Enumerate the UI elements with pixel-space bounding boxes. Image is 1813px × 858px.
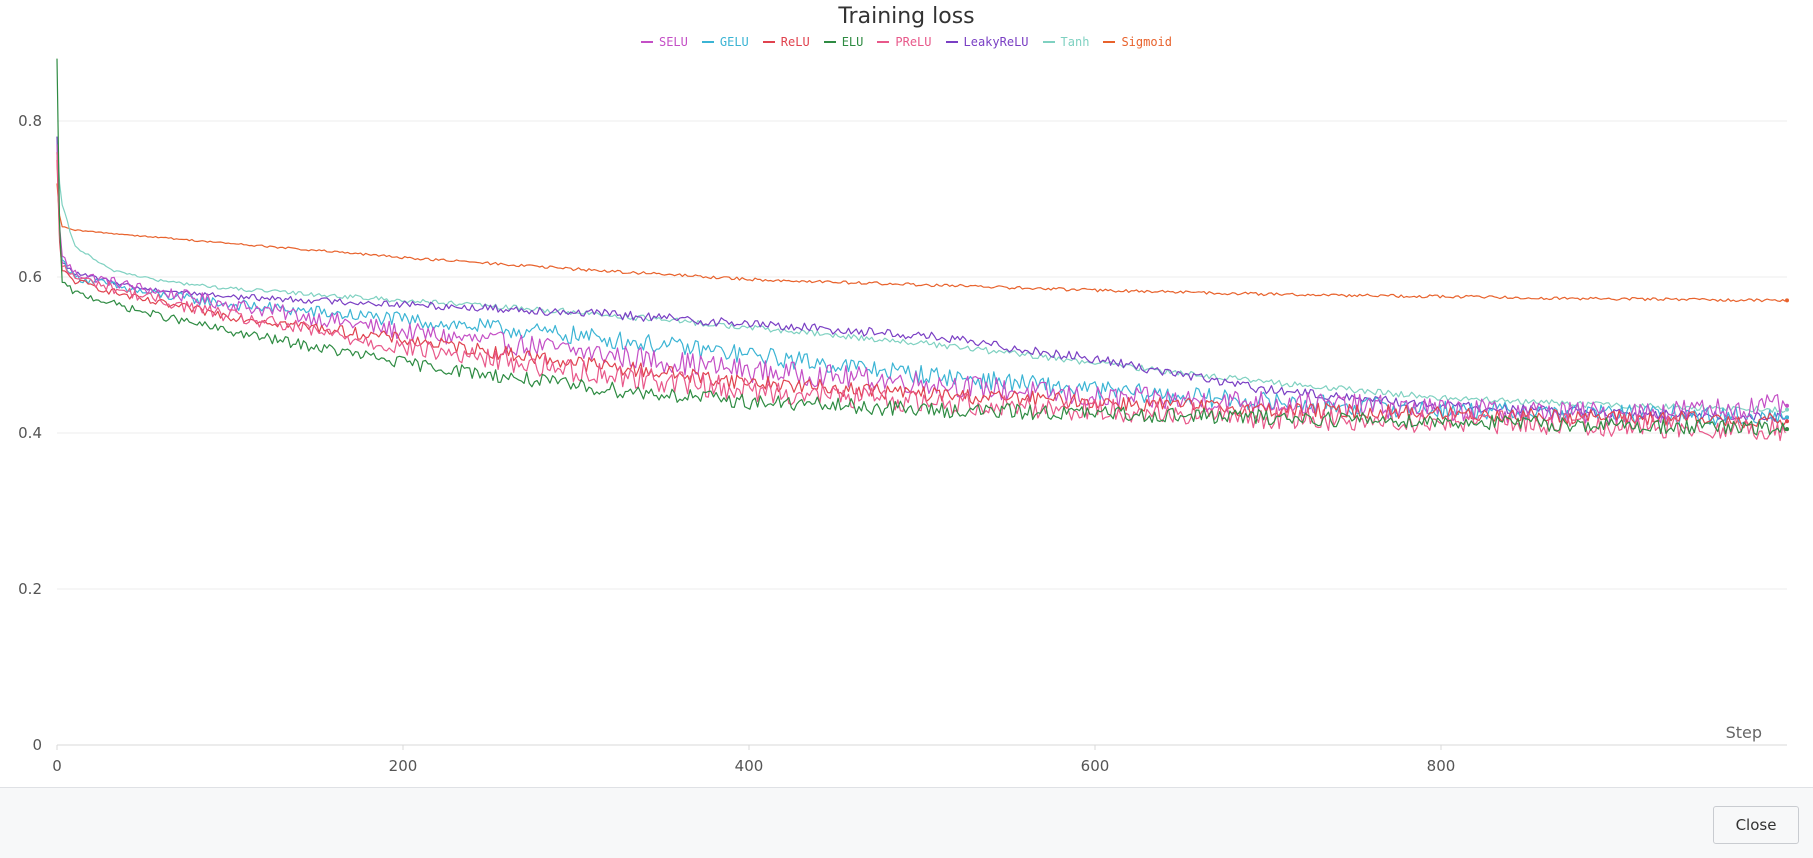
legend-swatch (701, 41, 714, 43)
legend-item[interactable]: SELU (640, 35, 688, 49)
series-end-point (1785, 415, 1789, 420)
legend-item[interactable]: Tanh (1042, 35, 1090, 49)
x-tick-label: 400 (735, 757, 764, 775)
series-end-point (1785, 403, 1789, 408)
chart-legend: SELU GELU ReLU ELU PReLU LeakyReLU Tanh Sigmoid (0, 35, 1813, 49)
series-end-point (1785, 419, 1789, 424)
series-line-elu (56, 58, 1786, 436)
y-tick-label: 0.8 (18, 112, 42, 130)
legend-label: LeakyReLU (963, 35, 1029, 49)
legend-item[interactable]: ELU (823, 35, 864, 49)
close-button[interactable]: Close (1713, 806, 1799, 844)
legend-label: GELU (719, 35, 749, 49)
legend-item[interactable]: GELU (701, 35, 749, 49)
legend-label: Sigmoid (1121, 35, 1173, 49)
y-tick-label: 0.2 (18, 580, 42, 598)
legend-item[interactable]: ReLU (762, 35, 810, 49)
legend-label: ELU (841, 35, 864, 49)
series-line-sigmoid (56, 183, 1786, 303)
legend-swatch (762, 41, 775, 43)
x-tick-label: 200 (389, 757, 418, 775)
x-tick-label: 800 (1427, 757, 1456, 775)
series-line-selu (56, 144, 1786, 425)
series-end-point (1785, 427, 1789, 432)
y-tick-label: 0.6 (18, 268, 42, 286)
x-axis-label: Step (1726, 723, 1762, 742)
x-tick-label: 0 (52, 757, 62, 775)
legend-swatch (1103, 41, 1116, 43)
series-end-point (1785, 298, 1789, 303)
dialog-footer: Close (0, 787, 1813, 858)
legend-label: ReLU (780, 35, 810, 49)
series-line-tanh (56, 136, 1786, 413)
line-chart: 0 0.2 0.4 0.6 0.8 0 200 400 600 800 Step (18, 58, 1789, 775)
y-tick-label: 0 (32, 736, 42, 754)
y-tick-label: 0.4 (18, 424, 42, 442)
series-line-relu (56, 159, 1786, 429)
legend-item[interactable]: PReLU (877, 35, 932, 49)
legend-item[interactable]: LeakyReLU (945, 35, 1029, 49)
legend-label: PReLU (895, 35, 932, 49)
legend-swatch (640, 41, 653, 43)
legend-label: Tanh (1060, 35, 1090, 49)
chart-title: Training loss (838, 4, 975, 29)
legend-label: SELU (658, 35, 688, 49)
legend-item[interactable]: Sigmoid (1103, 35, 1172, 49)
series-line-leakyrelu (56, 136, 1786, 422)
legend-swatch (945, 41, 958, 43)
series-line-prelu (56, 152, 1786, 442)
x-tick-label: 600 (1081, 757, 1110, 775)
legend-swatch (823, 41, 836, 43)
series-line-gelu (56, 152, 1786, 426)
chart-panel: 0 0.2 0.4 0.6 0.8 0 200 400 600 800 Step Training … (0, 4, 1813, 775)
series-end-point (1785, 407, 1789, 412)
legend-swatch (1042, 41, 1055, 43)
legend-swatch (877, 41, 890, 43)
